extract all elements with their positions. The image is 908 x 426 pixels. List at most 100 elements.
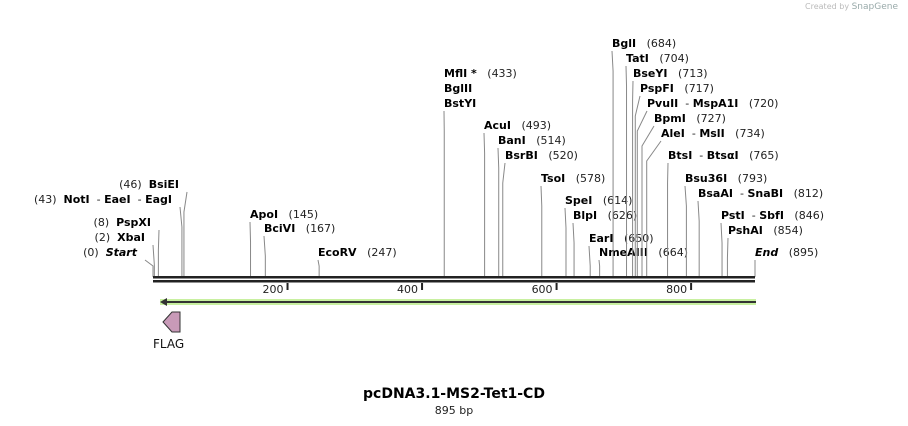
- enzyme-name: PshAI: [728, 224, 763, 237]
- site-label: BsaAI - SnaBI (812): [698, 187, 823, 200]
- site-bsrbi[interactable]: BsrBI (520): [502, 149, 578, 277]
- site-blpi[interactable]: BlpI (626): [572, 209, 637, 277]
- tick-mark: [555, 283, 558, 290]
- enzyme-name: PstI: [721, 209, 745, 222]
- site-position: (520): [538, 149, 578, 162]
- site-connector-line: [249, 221, 252, 277]
- site-position: (812): [783, 187, 823, 200]
- enzyme-name: SbfI: [759, 209, 784, 222]
- tick-mark: [421, 283, 424, 290]
- credit-prefix: Created by: [805, 2, 850, 11]
- site-position: (713): [667, 67, 707, 80]
- enzyme-name: EaeI: [104, 193, 131, 206]
- enzyme-name: ApoI: [250, 208, 278, 221]
- site-position: (578): [565, 172, 605, 185]
- enzyme-name: MflI *: [444, 67, 477, 80]
- site-position: (0): [83, 246, 106, 259]
- site-label: TsoI (578): [541, 172, 605, 185]
- site-acui[interactable]: AcuI (493): [483, 119, 551, 277]
- site-label: PspFI (717): [640, 82, 714, 95]
- site-position: (727): [686, 112, 726, 125]
- site-bani[interactable]: BanI (514): [497, 134, 566, 277]
- site-tsoi[interactable]: TsoI (578): [540, 172, 605, 277]
- site-apoi[interactable]: ApoI (145): [249, 208, 318, 277]
- site-nmeaiii[interactable]: NmeAIII (664): [598, 246, 688, 277]
- tick-mark: [690, 283, 693, 290]
- site-connector-line: [497, 147, 500, 277]
- site-label: MflI * (433): [444, 67, 517, 80]
- site-pspxi[interactable]: (8) PspXI: [94, 216, 160, 277]
- site-position: (43): [34, 193, 64, 206]
- site-start[interactable]: (0) Start: [83, 246, 154, 277]
- site-connector-line: [598, 259, 601, 277]
- enzyme-name: Start: [106, 246, 138, 259]
- enzyme-name: AcuI: [484, 119, 511, 132]
- site-position: (720): [738, 97, 778, 110]
- site-bsu36i[interactable]: Bsu36I (793): [684, 172, 767, 277]
- enzyme-name: PvuII: [647, 97, 678, 110]
- site-btsi[interactable]: BtsI - BtsαI (765): [667, 149, 779, 277]
- site-position: (433): [477, 67, 517, 80]
- site-xbai[interactable]: (2) XbaI: [95, 231, 155, 277]
- site-pspfi[interactable]: PspFI (717): [634, 82, 714, 277]
- enzyme-name: BstYI: [444, 97, 476, 110]
- site-ecorv[interactable]: EcoRV (247): [317, 246, 397, 277]
- enzyme-name: AleI: [661, 127, 685, 140]
- site-label: BstYI: [444, 97, 476, 110]
- site-label: EarI (650): [589, 232, 654, 245]
- site-connector-line: [572, 222, 575, 277]
- site-bcivi[interactable]: BciVI (167): [263, 222, 335, 277]
- site-connector-line: [697, 200, 700, 277]
- site-label: BlpI (626): [573, 209, 637, 222]
- site-mfli[interactable]: MflI * (433): [444, 67, 517, 80]
- site-label: Bsu36I (793): [685, 172, 767, 185]
- name-separator: -: [685, 127, 699, 140]
- site-bseyi[interactable]: BseYI (713): [632, 67, 708, 277]
- enzyme-name: XbaI: [117, 231, 145, 244]
- enzyme-name: EagI: [145, 193, 172, 206]
- sequence-title: pcDNA3.1-MS2-Tet1-CD: [363, 386, 545, 402]
- enzyme-name: SpeI: [565, 194, 592, 207]
- site-connector-line: [152, 244, 155, 277]
- enzyme-name: End: [755, 246, 778, 259]
- site-psti[interactable]: PstI - SbfI (846): [720, 209, 824, 277]
- site-label: ApoI (145): [250, 208, 318, 221]
- site-label: BglII: [444, 82, 472, 95]
- enzyme-name: NotI: [64, 193, 90, 206]
- site-pvuii[interactable]: PvuII - MspA1I (720): [636, 97, 778, 277]
- site-label: BsrBI (520): [505, 149, 578, 162]
- site-noti[interactable]: (43) NotI - EaeI - EagI: [34, 193, 183, 277]
- site-eari[interactable]: EarI (650): [588, 232, 654, 277]
- site-label: BtsI - BtsαI (765): [668, 149, 779, 162]
- tick-label: 400: [397, 283, 418, 296]
- site-connector-line: [263, 235, 266, 277]
- site-position: (614): [592, 194, 632, 207]
- site-alei[interactable]: AleI - MslI (734): [646, 127, 765, 277]
- flag-feature-arrow-icon[interactable]: [162, 311, 181, 333]
- site-connector-line: [502, 162, 506, 277]
- site-end[interactable]: End (895): [754, 246, 818, 277]
- site-tati[interactable]: TatI (704): [625, 52, 689, 277]
- site-label: AcuI (493): [484, 119, 551, 132]
- site-label: PshAI (854): [728, 224, 803, 237]
- site-bsiei[interactable]: (46) BsiEI: [119, 178, 188, 277]
- enzyme-name: EarI: [589, 232, 613, 245]
- backbone-bottom-strand: [153, 280, 755, 283]
- enzyme-name: BseYI: [633, 67, 667, 80]
- site-bstyi[interactable]: BstYI: [443, 97, 476, 277]
- site-position: (684): [636, 37, 676, 50]
- site-bsaai[interactable]: BsaAI - SnaBI (812): [697, 187, 823, 277]
- tick-label: 800: [666, 283, 687, 296]
- site-pshai[interactable]: PshAI (854): [726, 224, 803, 277]
- site-bglii[interactable]: BglII: [444, 82, 472, 95]
- orf-arrow[interactable]: [160, 298, 756, 306]
- site-bgli[interactable]: BglI (684): [611, 37, 676, 277]
- site-connector-line: [726, 237, 729, 277]
- site-bpmi[interactable]: BpmI (727): [641, 112, 726, 277]
- enzyme-name: BtsαI: [707, 149, 739, 162]
- site-spei[interactable]: SpeI (614): [564, 194, 632, 277]
- site-label: End (895): [755, 246, 818, 259]
- site-label: BglI (684): [612, 37, 676, 50]
- enzyme-name: TsoI: [541, 172, 565, 185]
- name-separator: -: [678, 97, 692, 110]
